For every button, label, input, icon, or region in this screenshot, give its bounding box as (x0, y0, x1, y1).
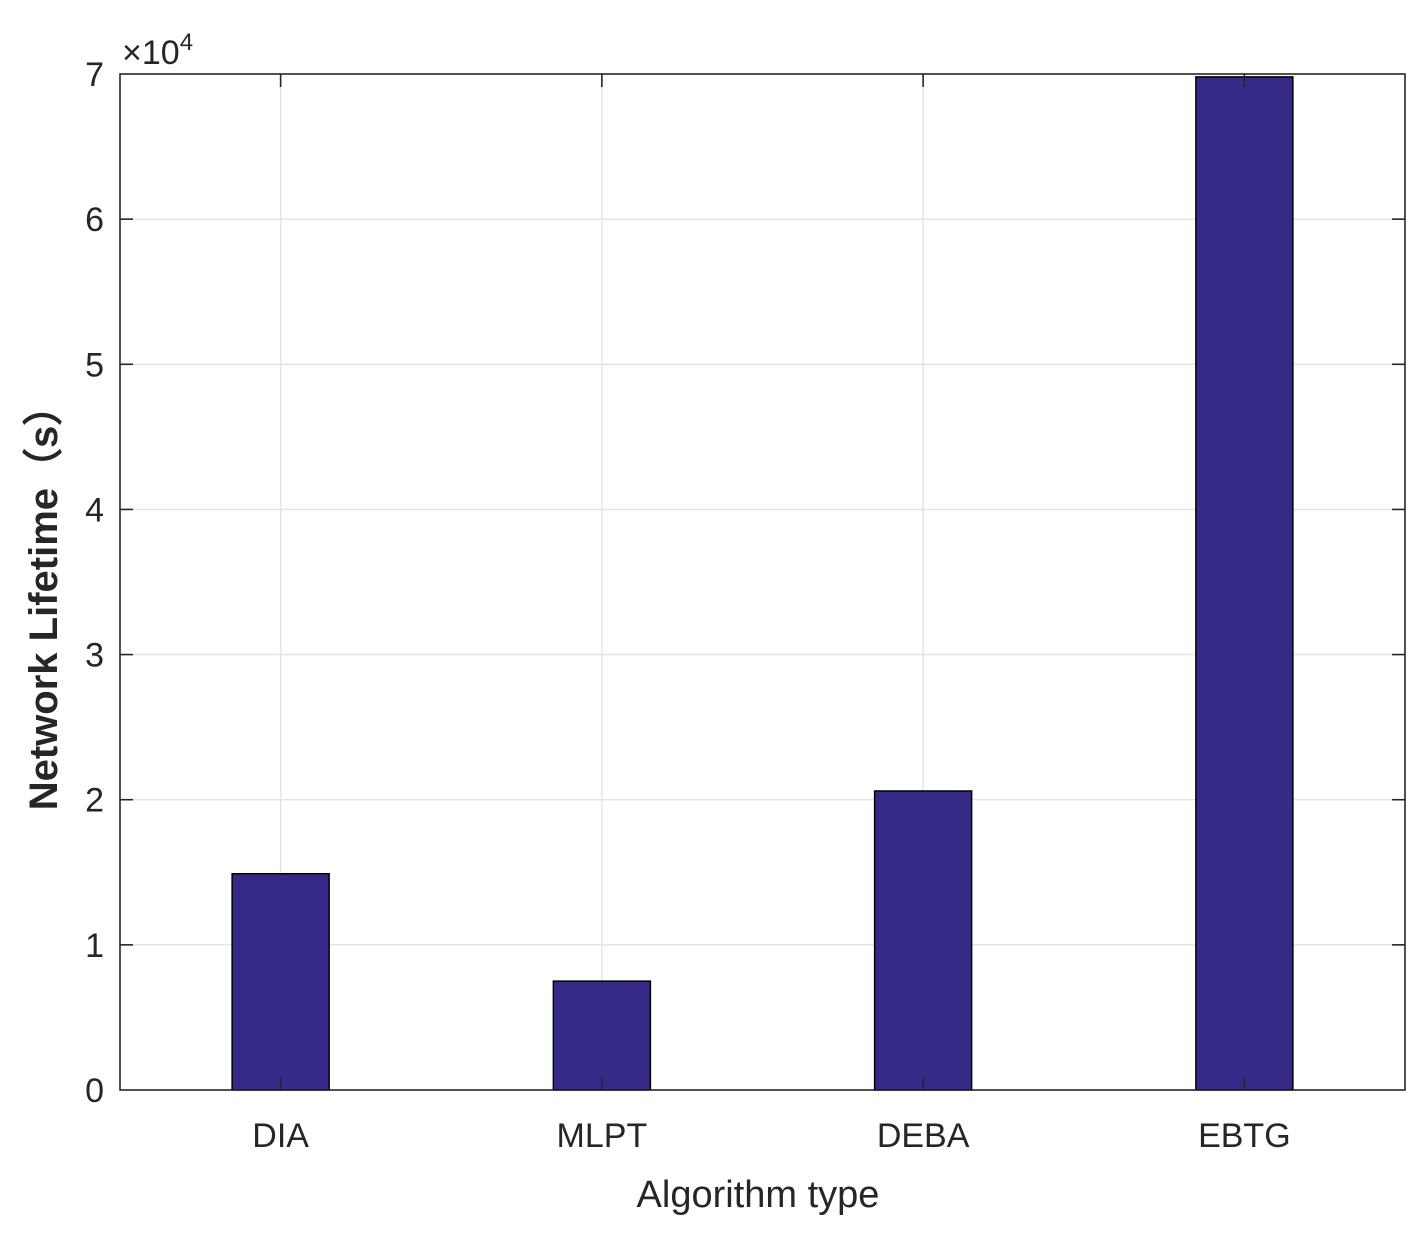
y-tick-label: 3 (85, 637, 104, 675)
y-tick-labels: 0 1 2 3 4 5 6 7 (85, 56, 104, 1110)
y-exponent-power: 4 (180, 29, 193, 56)
y-tick-label: 2 (85, 782, 104, 820)
x-tick-labels: DIA MLPT DEBA EBTG (252, 1117, 1290, 1155)
y-exponent-label: ×104 (122, 29, 193, 72)
y-tick-label: 5 (85, 346, 104, 384)
bar-ebtg (1195, 76, 1294, 1091)
y-tick-label: 4 (85, 491, 104, 529)
x-axis-title: Algorithm type (637, 1174, 880, 1216)
y-tick-label: 0 (85, 1072, 104, 1110)
x-tick-label: EBTG (1198, 1117, 1291, 1155)
x-tick-label: DIA (252, 1117, 309, 1155)
bar-dia (231, 872, 330, 1091)
y-tick-label: 1 (85, 927, 104, 965)
x-tick-label: DEBA (877, 1117, 970, 1155)
bar-deba (873, 790, 973, 1091)
y-tick-label: 6 (85, 201, 104, 239)
axes-box (119, 73, 1406, 1091)
bars (231, 76, 1294, 1091)
y-exponent-base: ×10 (122, 34, 180, 72)
plot-area (120, 74, 1405, 1090)
y-tick-label: 7 (85, 56, 104, 94)
x-tick-label: MLPT (557, 1117, 648, 1155)
tick-marks (120, 74, 1405, 1090)
y-axis-title: Network Lifetime（s） (22, 386, 66, 811)
bar-mlpt (552, 980, 652, 1091)
